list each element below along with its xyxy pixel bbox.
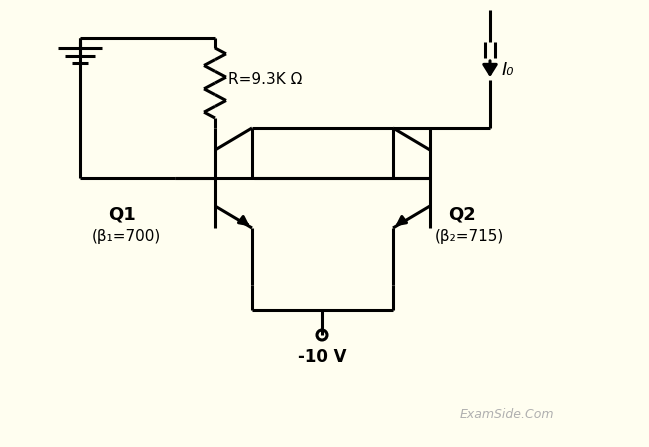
Text: (β₂=715): (β₂=715) — [435, 229, 504, 245]
Text: ExamSide.Com: ExamSide.Com — [460, 409, 554, 422]
Text: I₀: I₀ — [502, 61, 515, 79]
Text: (β₁=700): (β₁=700) — [92, 229, 161, 245]
Text: R=9.3K Ω: R=9.3K Ω — [228, 72, 302, 88]
Text: Q2: Q2 — [448, 206, 476, 224]
Text: -10 V: -10 V — [298, 348, 347, 366]
Text: Q1: Q1 — [108, 206, 136, 224]
